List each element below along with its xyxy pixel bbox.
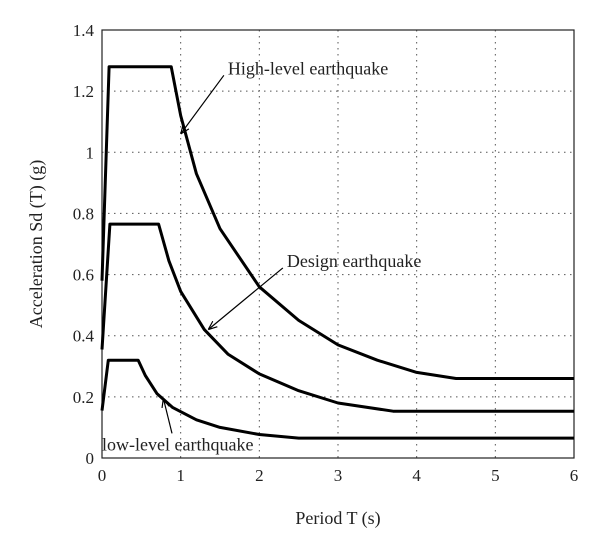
x-tick-label-1: 1: [176, 466, 185, 485]
annotation-arrow-1: [208, 267, 284, 330]
y-tick-label-0: 0: [86, 449, 95, 468]
x-axis-label: Period T (s): [295, 508, 380, 529]
x-tick-label-4: 4: [412, 466, 421, 485]
annotation-label-1: Design earthquake: [287, 251, 421, 271]
x-tick-label-2: 2: [255, 466, 264, 485]
y-tick-label-1: 0.2: [73, 388, 94, 407]
tick-labels: 0 1 2 3 4 5 6 0 0.2 0.4 0.6 0.8 1 1.2 1.4: [73, 21, 579, 485]
y-tick-label-5: 1: [86, 143, 95, 162]
x-tick-label-6: 6: [570, 466, 579, 485]
annotation-label-2: low-level earthquake: [102, 434, 253, 454]
annotation-label-0: High-level earthquake: [228, 58, 388, 78]
series-line-1: [100, 222, 574, 413]
grid: [102, 30, 574, 458]
y-tick-label-3: 0.6: [73, 266, 94, 285]
y-tick-label-2: 0.4: [73, 327, 95, 346]
x-tick-label-3: 3: [334, 466, 343, 485]
series-line-2: [100, 358, 574, 440]
annotations: High-level earthquake Design earthquake lo…: [102, 58, 421, 454]
y-tick-label-6: 1.2: [73, 82, 94, 101]
x-tick-label-0: 0: [98, 466, 107, 485]
annotation-arrow-0: [181, 74, 225, 134]
plot-frame: [101, 29, 575, 459]
y-tick-label-7: 1.4: [73, 21, 95, 40]
x-tick-label-5: 5: [491, 466, 500, 485]
y-tick-label-4: 0.8: [73, 204, 94, 223]
y-axis-label: Acceleration Sd (T) (g): [26, 160, 47, 328]
annotation-arrow-2: [163, 398, 173, 434]
